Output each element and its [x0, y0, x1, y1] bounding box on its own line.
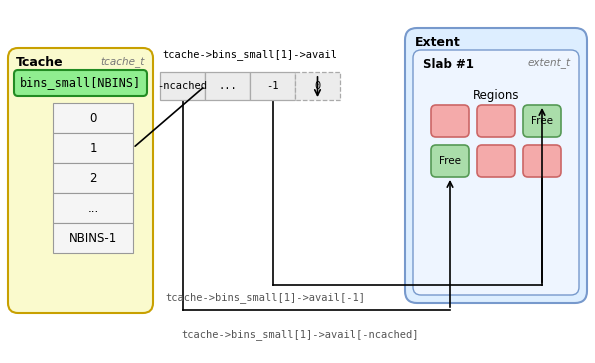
Bar — [53, 103, 133, 133]
Text: 2: 2 — [89, 171, 97, 184]
FancyBboxPatch shape — [477, 105, 515, 137]
Text: -ncached: -ncached — [158, 81, 208, 91]
Bar — [205, 72, 250, 100]
FancyBboxPatch shape — [431, 105, 469, 137]
Text: Extent: Extent — [415, 36, 461, 49]
Text: 0: 0 — [314, 81, 321, 91]
Text: NBINS-1: NBINS-1 — [69, 232, 117, 245]
Bar — [53, 223, 133, 253]
Text: Free: Free — [439, 156, 461, 166]
Text: -1: -1 — [266, 81, 278, 91]
FancyBboxPatch shape — [405, 28, 587, 303]
Text: Regions: Regions — [473, 89, 519, 102]
Bar — [295, 72, 340, 100]
Bar — [53, 133, 133, 163]
FancyBboxPatch shape — [8, 48, 153, 313]
Text: Free: Free — [531, 116, 553, 126]
Text: 1: 1 — [89, 142, 97, 155]
Text: ...: ... — [87, 201, 99, 215]
Text: tcache->bins_small[1]->avail[-1]: tcache->bins_small[1]->avail[-1] — [165, 293, 365, 303]
Bar — [160, 72, 205, 100]
Bar — [250, 72, 295, 100]
Bar — [53, 163, 133, 193]
Text: Tcache: Tcache — [16, 56, 64, 69]
Text: 0: 0 — [89, 111, 96, 125]
FancyBboxPatch shape — [413, 50, 579, 295]
FancyBboxPatch shape — [477, 145, 515, 177]
Text: Slab #1: Slab #1 — [423, 57, 474, 70]
FancyBboxPatch shape — [14, 70, 147, 96]
Text: ...: ... — [218, 81, 237, 91]
Text: tcache->bins_small[1]->avail[-ncached]: tcache->bins_small[1]->avail[-ncached] — [181, 330, 419, 340]
FancyBboxPatch shape — [523, 105, 561, 137]
Bar — [53, 193, 133, 223]
Text: tcache_t: tcache_t — [101, 57, 145, 68]
Text: extent_t: extent_t — [528, 59, 571, 69]
FancyBboxPatch shape — [523, 145, 561, 177]
FancyBboxPatch shape — [431, 145, 469, 177]
Text: tcache->bins_small[1]->avail: tcache->bins_small[1]->avail — [162, 49, 337, 60]
Text: bins_small[NBINS]: bins_small[NBINS] — [20, 77, 141, 90]
